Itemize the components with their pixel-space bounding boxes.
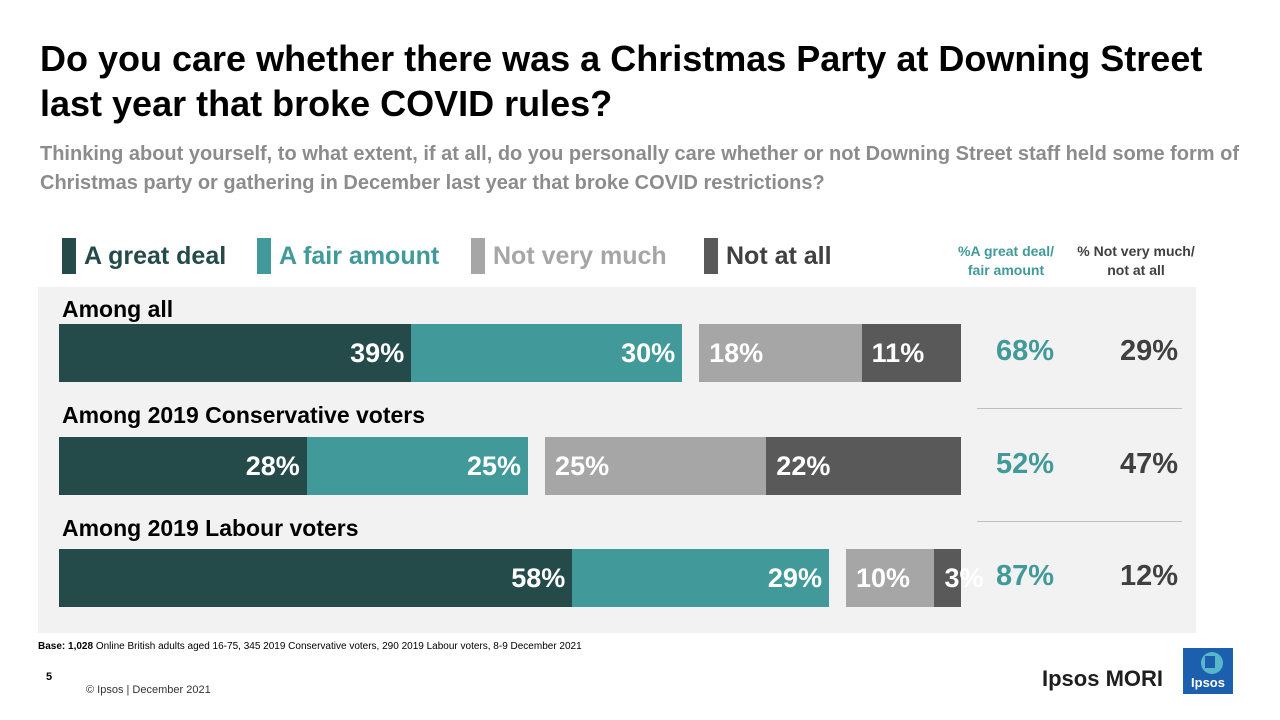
data-label-great-deal: 58%: [511, 563, 566, 593]
data-label-not-very-much: 10%: [855, 563, 910, 593]
legend-swatch-fair-amount: [257, 238, 271, 274]
net-care-value: 52%: [995, 448, 1055, 480]
group-label: Among 2019 Labour voters: [62, 515, 359, 541]
data-label-great-deal: 39%: [350, 338, 405, 368]
bar-segment-not-very-much: [545, 437, 767, 495]
data-label-fair-amount: 29%: [767, 563, 822, 593]
data-label-not-very-much: 25%: [555, 451, 610, 481]
data-label-not-at-all: 22%: [776, 451, 831, 481]
legend-not-very-much: Not very much: [471, 238, 667, 274]
data-label-not-very-much: 18%: [709, 338, 764, 368]
row-divider-1: [977, 408, 1182, 409]
data-label-fair-amount: 30%: [621, 338, 676, 368]
bar-segment-not-at-all: [934, 549, 961, 607]
copyright-text: © Ipsos | December 2021: [86, 684, 211, 696]
legend-label-fair-amount: A fair amount: [279, 241, 440, 270]
legend-swatch-great-deal: [62, 238, 76, 274]
net-care-value: 87%: [995, 560, 1055, 592]
ipsos-logo: Ipsos: [1183, 648, 1233, 694]
bar-segment-fair-amount: [572, 549, 829, 607]
group-label: Among 2019 Conservative voters: [62, 402, 426, 428]
question-subtitle: Thinking about yourself, to what extent,…: [40, 143, 1240, 194]
bar-segment-not-at-all: [861, 324, 961, 382]
data-label-not-at-all: 11%: [871, 338, 925, 368]
bar-segment-not-very-much: [699, 324, 862, 382]
legend-fair-amount: A fair amount: [257, 238, 439, 274]
page-number: 5: [46, 671, 53, 683]
bar-segment-not-very-much: [845, 549, 935, 607]
logo-mark-inner: [1205, 656, 1215, 668]
legend-not-at-all: Not at all: [704, 238, 832, 274]
bar-segment-great-deal: [59, 324, 412, 382]
bar-segment-not-at-all: [766, 437, 961, 495]
page-title: Do you care whether there was a Christma…: [40, 38, 1203, 124]
data-label-great-deal: 28%: [245, 451, 300, 481]
legend-swatch-not-at-all: [704, 238, 718, 274]
bar-row: 39% 30% 18% 11%: [59, 324, 961, 382]
bar-segment-great-deal: [59, 549, 573, 607]
base-note-text: Online British adults aged 16-75, 345 20…: [93, 641, 582, 652]
bar-row: 58% 29% 10% 3%: [59, 549, 983, 607]
data-label-fair-amount: 25%: [467, 451, 522, 481]
base-note: Base: 1,028 Online British adults aged 1…: [38, 641, 582, 652]
column-header-net-not-care: % Not very much/ not at all: [1077, 243, 1195, 278]
legend-great-deal: A great deal: [62, 238, 226, 274]
net-not-care-value: 47%: [1119, 448, 1179, 480]
legend-swatch-not-very-much: [471, 238, 485, 274]
net-not-care-value: 12%: [1119, 560, 1179, 592]
column-header-net-care: %A great deal/ fair amount: [958, 243, 1054, 278]
bar-segment-fair-amount: [411, 324, 683, 382]
legend-label-great-deal: A great deal: [84, 241, 227, 270]
bar-segment-great-deal: [59, 437, 307, 495]
data-label-not-at-all: 3%: [944, 563, 984, 593]
group-label: Among all: [62, 296, 174, 322]
base-note-bold: Base: 1,028: [38, 641, 94, 652]
ipsos-mori-wordmark: Ipsos MORI: [1042, 666, 1164, 691]
net-care-value: 68%: [995, 335, 1055, 367]
net-not-care-value: 29%: [1119, 335, 1179, 367]
legend-label-not-very-much: Not very much: [493, 241, 667, 270]
bar-row: 28% 25% 25% 22%: [59, 437, 961, 495]
legend-label-not-at-all: Not at all: [726, 241, 832, 270]
row-divider-2: [977, 521, 1182, 522]
logo-text: Ipsos: [1191, 675, 1225, 690]
bar-segment-fair-amount: [306, 437, 529, 495]
